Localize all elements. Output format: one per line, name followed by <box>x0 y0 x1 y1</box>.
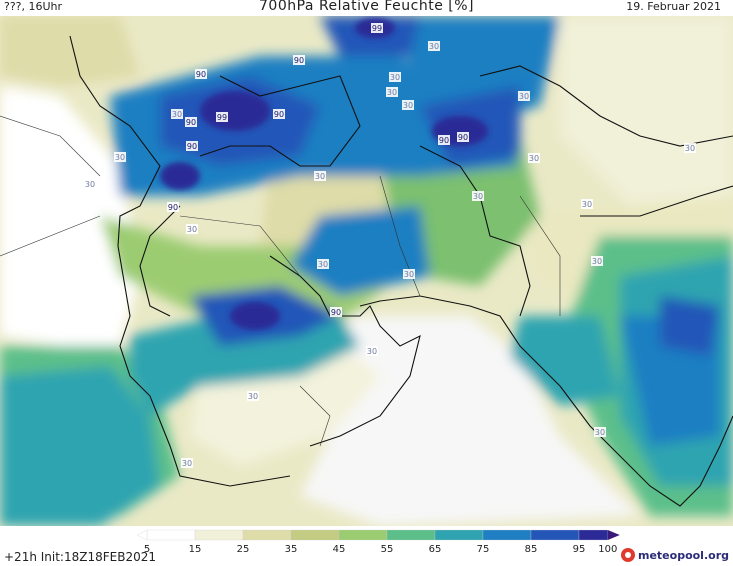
contour-label-box <box>293 55 305 65</box>
contour-label-box <box>167 202 179 212</box>
contour-label: 30 <box>529 154 539 163</box>
contour-label: 30 <box>187 225 197 234</box>
legend-swatch <box>338 529 388 541</box>
contour-label: 30 <box>115 153 125 162</box>
contour-label-box <box>684 143 696 153</box>
contour-label-box <box>330 307 342 317</box>
legend-swatch <box>578 529 608 541</box>
legend-tick: 75 <box>477 544 490 555</box>
contour-label: 30 <box>315 172 325 181</box>
header: ???, 16Uhr 700hPa Relative Feuchte [%] 1… <box>0 0 733 16</box>
contour-label: 90 <box>196 70 206 79</box>
contour-label: 30 <box>182 459 192 468</box>
contour-label: 90 <box>458 133 468 142</box>
contour-label: 30 <box>387 88 397 97</box>
contour-label-box <box>185 117 197 127</box>
color-legend: 5 15 25 35 45 55 65 75 85 95 100 <box>136 529 620 555</box>
contour-label-box <box>428 41 440 51</box>
footer: 5 15 25 35 45 55 65 75 85 95 100 +21h Init:18Z18FE… <box>0 526 733 566</box>
legend-arrow-right <box>607 530 620 540</box>
contour-label: 90 <box>187 142 197 151</box>
legend-tick: 25 <box>237 544 250 555</box>
legend-swatch <box>290 529 340 541</box>
contour-label: 30 <box>404 270 414 279</box>
legend-swatch <box>242 529 292 541</box>
contour-label-box <box>403 269 415 279</box>
contour-label: 30 <box>582 200 592 209</box>
humidity-map: 99 30 90 90 30 30 30 90 99 90 30 90 90 30 30 30 90 30 30 30… <box>0 16 733 526</box>
contour-label: 30 <box>519 92 529 101</box>
meteopool-logo[interactable]: meteopool.org <box>621 546 729 564</box>
contour-label: 90 <box>294 56 304 65</box>
contour-label: 30 <box>403 101 413 110</box>
contour-label: 99 <box>372 24 382 33</box>
contour-label-box <box>195 69 207 79</box>
contour-label-box <box>247 391 259 401</box>
contour-label-box <box>402 100 414 110</box>
contour-label-box <box>181 458 193 468</box>
contour-label-box <box>216 112 228 122</box>
contour-label-box <box>594 427 606 437</box>
contour-label-box <box>591 256 603 266</box>
valid-time: ???, 16Uhr <box>4 0 63 13</box>
contour-label: 30 <box>473 192 483 201</box>
contour-label-box <box>314 171 326 181</box>
map-title: 700hPa Relative Feuchte [%] <box>259 0 474 14</box>
contour-label: 90 <box>331 308 341 317</box>
legend-swatch <box>386 529 436 541</box>
legend-tick: 65 <box>429 544 442 555</box>
logo-text: meteopool.org <box>638 548 729 562</box>
contour-label: 99 <box>217 113 227 122</box>
contour-label-box <box>273 109 285 119</box>
contour-label: 90 <box>168 203 178 212</box>
contour-label: 90 <box>439 136 449 145</box>
contour-label-box <box>84 179 96 189</box>
legend-arrow-left <box>136 529 148 541</box>
legend-swatch <box>194 529 244 541</box>
contour-label: 90 <box>186 118 196 127</box>
valid-date: 19. Februar 2021 <box>626 0 721 13</box>
legend-tick: 5 <box>144 544 150 555</box>
legend-tick: 45 <box>333 544 346 555</box>
contour-label: 30 <box>595 428 605 437</box>
contour-label-box <box>438 135 450 145</box>
contour-label-box <box>457 132 469 142</box>
contour-label-box <box>389 72 401 82</box>
contour-label: 30 <box>390 73 400 82</box>
contour-label-box <box>186 141 198 151</box>
legend-tick: 85 <box>525 544 538 555</box>
logo-icon <box>621 548 635 562</box>
contour-label: 30 <box>318 260 328 269</box>
contour-label: 30 <box>429 42 439 51</box>
legend-tick: 100 <box>598 544 617 555</box>
contour-label: 30 <box>172 110 182 119</box>
contour-label: 90 <box>274 110 284 119</box>
contour-label-box <box>386 87 398 97</box>
contour-label-box <box>366 346 378 356</box>
contour-label-box <box>472 191 484 201</box>
legend-tick: 95 <box>573 544 586 555</box>
contour-label-box <box>581 199 593 209</box>
contour-label: 30 <box>592 257 602 266</box>
contour-label: 30 <box>248 392 258 401</box>
contour-label-box <box>186 224 198 234</box>
legend-swatch <box>434 529 484 541</box>
contour-label: 30 <box>685 144 695 153</box>
legend-swatch <box>530 529 580 541</box>
legend-tick: 55 <box>381 544 394 555</box>
contour-label-box <box>518 91 530 101</box>
legend-swatch <box>146 529 196 541</box>
contour-label: 30 <box>367 347 377 356</box>
contour-label-box <box>528 153 540 163</box>
legend-swatch <box>482 529 532 541</box>
contour-label-box <box>114 152 126 162</box>
contour-label-box <box>171 109 183 119</box>
init-time: +21h Init:18Z18FEB2021 <box>4 550 156 564</box>
legend-tick: 35 <box>285 544 298 555</box>
contour-label: 30 <box>85 180 95 189</box>
contour-label-box <box>371 23 383 33</box>
contour-label-box <box>317 259 329 269</box>
legend-tick: 15 <box>189 544 202 555</box>
